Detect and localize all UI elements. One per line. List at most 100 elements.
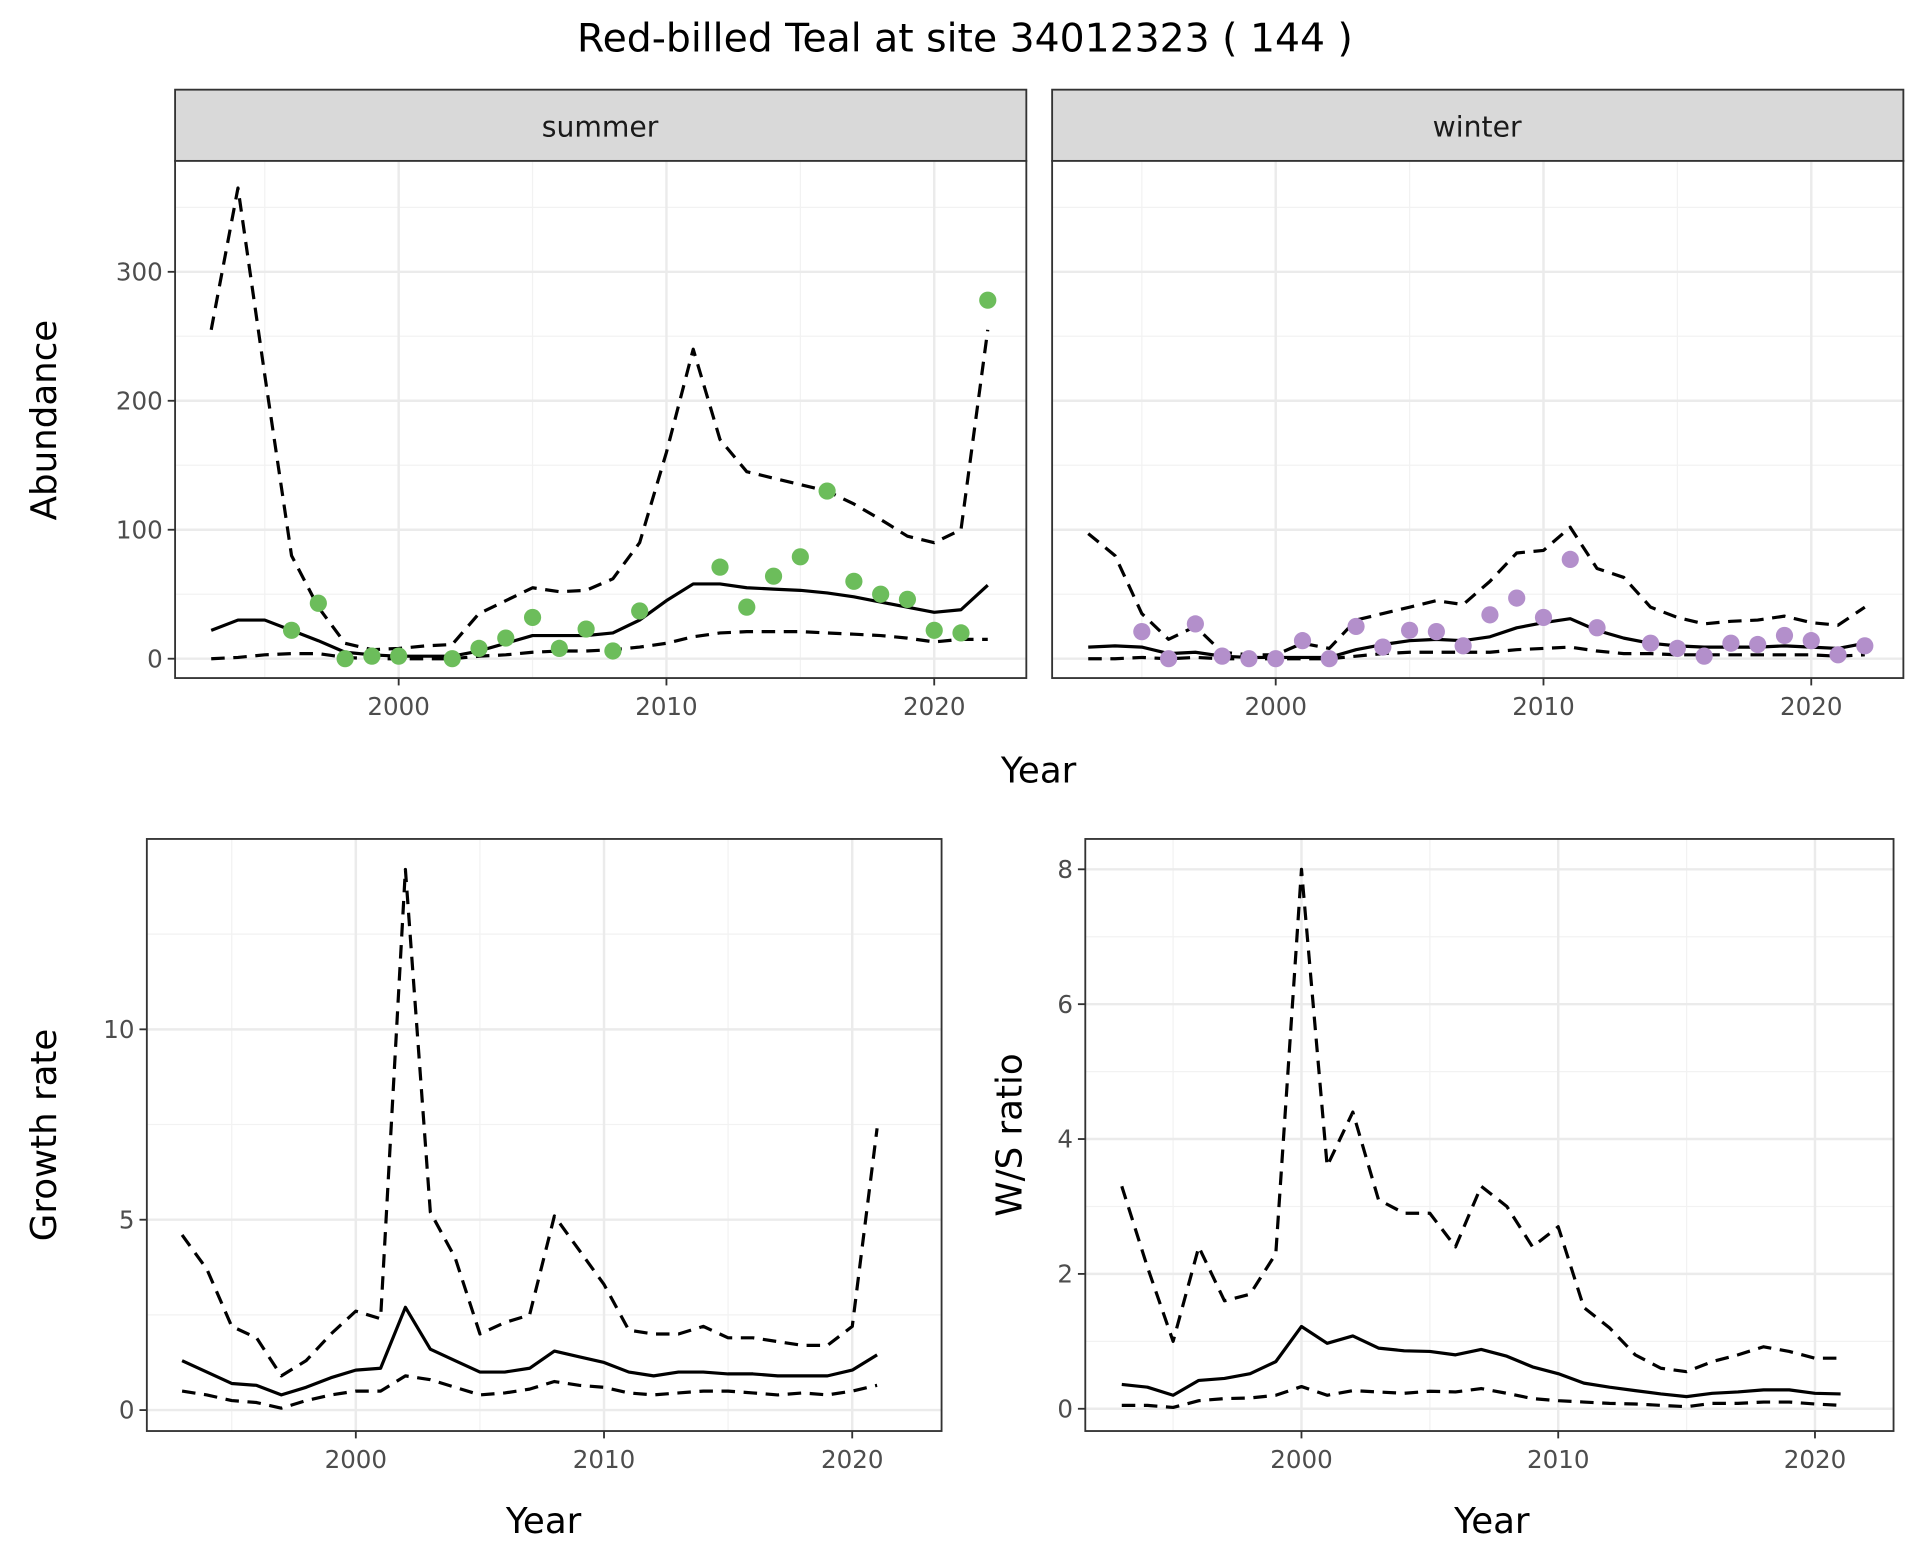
data-point — [1374, 638, 1392, 656]
data-point — [1749, 635, 1767, 654]
data-point — [1454, 637, 1472, 655]
data-point — [550, 639, 568, 657]
plot-background — [1052, 160, 1904, 679]
x-tick-label: 2020 — [903, 692, 965, 721]
y-tick-label: 6 — [1057, 990, 1073, 1019]
series-line-mean — [1121, 1324, 1841, 1399]
strip-winter-label: winter — [1433, 110, 1522, 143]
series-line-mean — [181, 1305, 878, 1397]
x-tick-label: 2000 — [367, 692, 429, 721]
growth-x-axis-title: Year — [505, 1501, 582, 1542]
y-tick-label: 0 — [1057, 1394, 1073, 1423]
y-tick-label: 2 — [1057, 1260, 1073, 1289]
series-line-upper — [1087, 525, 1866, 657]
data-point — [1267, 650, 1285, 668]
data-point — [523, 608, 542, 627]
ws-x-axis-title: Year — [1453, 1501, 1530, 1542]
strip-winter — [1051, 88, 1905, 162]
data-point — [1561, 550, 1579, 569]
data-point — [711, 558, 729, 576]
data-point — [845, 572, 863, 590]
y-tick-label: 5 — [119, 1205, 135, 1234]
series-line-upper — [1120, 867, 1841, 1374]
panel-border — [174, 159, 1028, 679]
data-point — [898, 590, 917, 608]
data-point — [1160, 650, 1178, 668]
data-point — [1856, 637, 1874, 655]
x-tick-label: 2010 — [635, 692, 697, 721]
y-tick-label: 10 — [103, 1015, 134, 1044]
series-line-lower — [211, 630, 988, 661]
ws-panel: 2000 2010 2020 0 2 4 6 8 — [1057, 838, 1895, 1474]
data-point — [1775, 626, 1794, 645]
panel-border — [1051, 159, 1905, 679]
y-tick-label: 0 — [119, 1396, 135, 1425]
data-point — [470, 639, 488, 657]
plot-background — [175, 160, 1027, 679]
y-tick-label: 4 — [1057, 1125, 1073, 1154]
data-point — [497, 629, 515, 647]
data-point — [872, 585, 890, 603]
data-point — [1213, 647, 1231, 665]
data-point — [309, 594, 327, 612]
data-point — [764, 567, 783, 585]
top-y-axis-title: Abundance — [24, 320, 65, 521]
y-tick-label: 8 — [1057, 855, 1073, 884]
data-point — [1722, 634, 1740, 652]
summer-panel: 2000 2010 2020 0 100 200 300 — [116, 159, 1028, 721]
chart-title: Red-billed Teal at site 34012323 ( 144 ) — [577, 17, 1353, 62]
x-tick-label: 2000 — [325, 1445, 387, 1474]
x-tick-label: 2010 — [1512, 692, 1574, 721]
strip-summer — [174, 88, 1028, 162]
strip-summer-label: summer — [542, 110, 659, 143]
data-point — [952, 624, 970, 642]
data-point — [791, 548, 809, 566]
x-tick-label: 2020 — [821, 1445, 883, 1474]
data-point — [1293, 632, 1312, 650]
data-point — [1133, 623, 1151, 641]
data-point — [631, 602, 649, 620]
data-point — [1534, 608, 1553, 627]
data-point — [738, 598, 756, 616]
panel-border — [1084, 838, 1895, 1432]
ws-y-axis-title: W/S ratio — [989, 1053, 1030, 1216]
data-point — [1641, 634, 1660, 652]
data-point — [443, 650, 461, 668]
top-x-axis-title: Year — [1000, 750, 1077, 791]
data-point — [282, 621, 301, 639]
data-point — [577, 620, 595, 638]
data-point — [1320, 650, 1338, 668]
x-tick-label: 2020 — [1784, 1445, 1846, 1474]
series-line-lower — [1121, 1384, 1841, 1410]
x-tick-label: 2000 — [1270, 1445, 1332, 1474]
data-point — [1427, 623, 1445, 641]
data-point — [1695, 647, 1713, 665]
data-point — [1481, 606, 1499, 624]
data-point — [1186, 615, 1204, 633]
y-tick-label: 300 — [116, 257, 163, 286]
data-point — [1508, 589, 1526, 607]
data-point — [363, 647, 381, 665]
y-tick-label: 0 — [147, 644, 163, 673]
data-point — [979, 291, 997, 309]
data-point — [1668, 639, 1686, 657]
data-point — [1240, 650, 1258, 668]
y-tick-label: 100 — [116, 515, 163, 544]
series-line-lower — [1088, 645, 1865, 661]
data-point — [336, 650, 354, 668]
series-line-upper — [209, 186, 990, 652]
series-line-lower — [181, 1374, 878, 1410]
data-point — [1401, 621, 1419, 639]
y-tick-label: 200 — [116, 386, 163, 415]
data-point — [1347, 617, 1365, 636]
panel-border — [145, 838, 943, 1432]
data-point — [1588, 619, 1606, 637]
x-tick-label: 2010 — [1527, 1445, 1589, 1474]
x-tick-label: 2020 — [1780, 692, 1842, 721]
plot-background — [1085, 838, 1894, 1432]
x-tick-label: 2000 — [1244, 692, 1306, 721]
data-point — [818, 482, 836, 500]
growth-y-axis-title: Growth rate — [24, 1029, 65, 1242]
x-tick-label: 2010 — [573, 1445, 635, 1474]
